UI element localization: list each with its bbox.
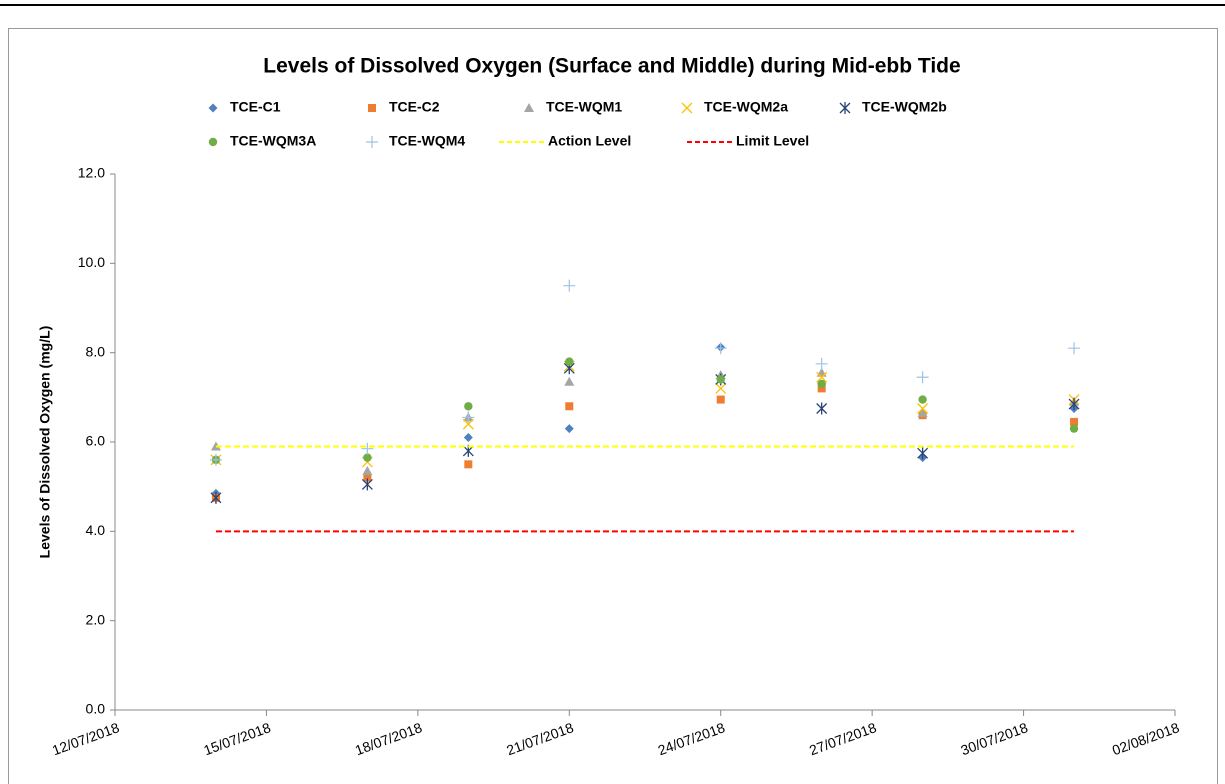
legend-marker <box>524 103 534 112</box>
legend-label: TCE-WQM2b <box>862 99 947 115</box>
data-point <box>1068 342 1081 355</box>
data-point <box>363 453 372 462</box>
legend-marker <box>208 137 218 147</box>
data-point <box>565 402 574 411</box>
data-point <box>716 375 725 384</box>
data-point <box>916 371 929 384</box>
data-point <box>563 279 576 292</box>
legend-label: TCE-WQM1 <box>546 99 622 115</box>
chart-frame <box>8 28 1218 784</box>
data-point <box>209 453 222 466</box>
data-point <box>716 395 725 404</box>
y-tick-label: 12.0 <box>78 165 105 181</box>
x-tick-label: 12/07/2018 <box>50 719 122 758</box>
legend-marker <box>366 136 378 148</box>
y-tick-label: 2.0 <box>86 611 106 627</box>
data-point <box>918 395 927 404</box>
data-point <box>917 407 928 417</box>
data-point <box>564 424 574 434</box>
y-tick-label: 8.0 <box>86 343 106 359</box>
data-point <box>815 357 828 370</box>
x-tick-label: 27/07/2018 <box>807 719 879 758</box>
x-tick-label: 02/08/2018 <box>1110 719 1182 758</box>
data-point <box>464 460 473 469</box>
y-tick-label: 0.0 <box>86 701 106 717</box>
data-point <box>1068 398 1080 411</box>
data-point <box>917 403 929 414</box>
x-tick-label: 18/07/2018 <box>353 719 425 758</box>
legend-marker <box>208 103 218 113</box>
y-axis-title: Levels of Dissolved Oxygen (mg/L) <box>37 326 53 559</box>
data-point <box>565 357 574 366</box>
x-tick-label: 24/07/2018 <box>656 719 728 758</box>
legend-label: Limit Level <box>736 133 809 149</box>
data-point <box>1070 417 1079 426</box>
data-point <box>564 376 575 386</box>
data-point <box>462 411 475 424</box>
data-point <box>361 478 373 491</box>
x-tick-label: 15/07/2018 <box>201 719 273 758</box>
legend-marker <box>368 104 376 112</box>
data-point <box>1069 424 1079 433</box>
data-point <box>817 379 826 389</box>
data-point <box>363 473 372 482</box>
data-point <box>361 442 374 455</box>
data-point <box>816 371 828 383</box>
data-point <box>464 402 473 411</box>
y-tick-label: 10.0 <box>78 254 105 270</box>
chart-title: Levels of Dissolved Oxygen (Surface and … <box>263 55 960 78</box>
legend-label: Action Level <box>548 133 631 149</box>
data-point <box>362 466 373 476</box>
data-point <box>917 447 929 460</box>
y-tick-label: 6.0 <box>86 433 106 449</box>
data-point <box>715 382 727 394</box>
data-point <box>462 418 474 430</box>
y-tick-label: 4.0 <box>86 522 106 538</box>
legend-marker <box>681 102 693 114</box>
data-point <box>210 491 222 504</box>
data-point <box>816 402 828 415</box>
legend-label: TCE-C2 <box>389 99 440 115</box>
legend-label: TCE-C1 <box>230 99 281 115</box>
data-point <box>714 342 727 355</box>
legend-label: TCE-WQM4 <box>389 133 465 149</box>
legend-marker <box>839 102 851 114</box>
x-tick-label: 21/07/2018 <box>504 719 576 758</box>
legend-label: TCE-WQM3A <box>230 133 316 149</box>
data-point <box>463 433 473 443</box>
x-tick-label: 30/07/2018 <box>959 719 1031 758</box>
legend-label: TCE-WQM2a <box>704 99 788 115</box>
